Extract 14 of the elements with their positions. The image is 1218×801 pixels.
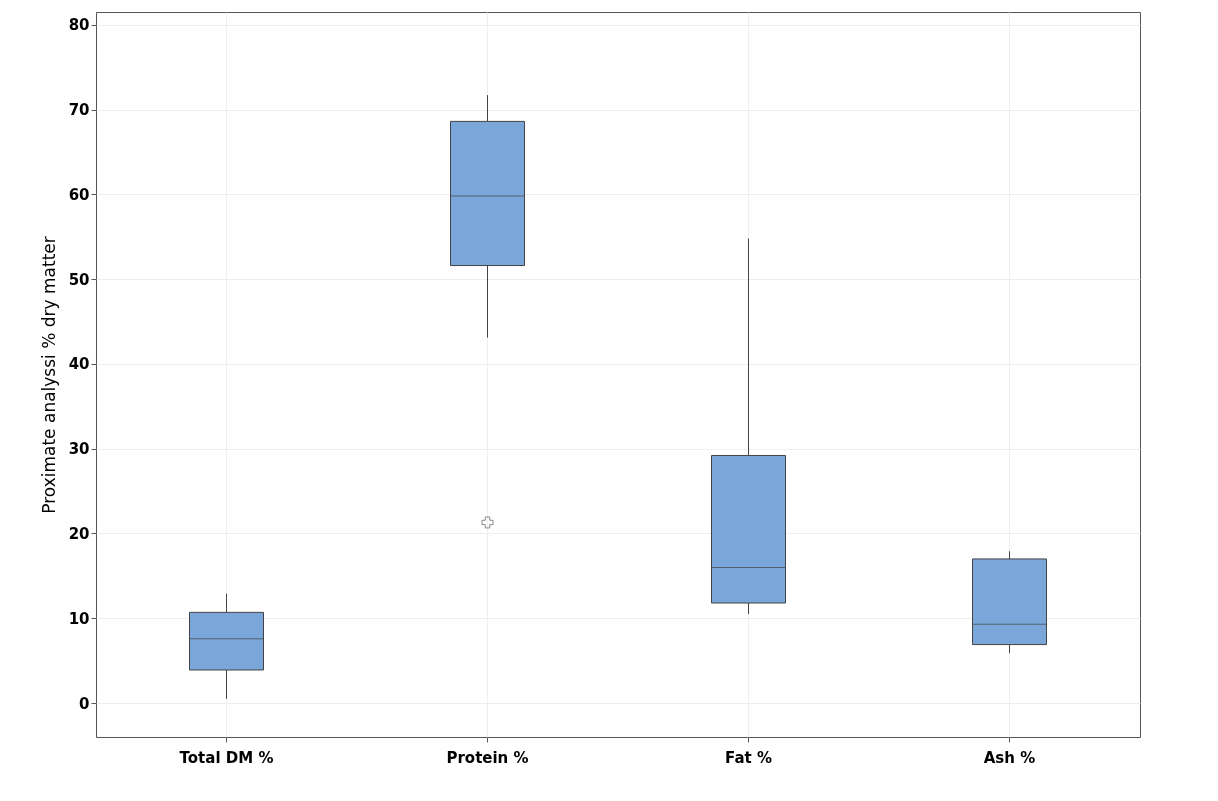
y-axis-title: Proximate analyssi % dry matter <box>38 236 59 514</box>
x-tick-label: Protein % <box>446 748 529 767</box>
y-tick-label: 80 <box>68 16 90 35</box>
y-tick-label: 70 <box>68 101 90 120</box>
y-tick-label: 0 <box>79 694 90 713</box>
y-tick-label: 30 <box>68 440 90 459</box>
y-tick-label: 50 <box>68 270 90 289</box>
y-tick-label: 20 <box>68 524 90 543</box>
x-tick-label: Total DM % <box>179 748 274 767</box>
y-tick-label: 60 <box>68 185 90 204</box>
x-tick-label: Ash % <box>983 748 1036 767</box>
x-tick-label: Fat % <box>725 748 772 767</box>
y-tick-label: 40 <box>68 355 90 374</box>
y-tick-label: 10 <box>68 609 90 628</box>
